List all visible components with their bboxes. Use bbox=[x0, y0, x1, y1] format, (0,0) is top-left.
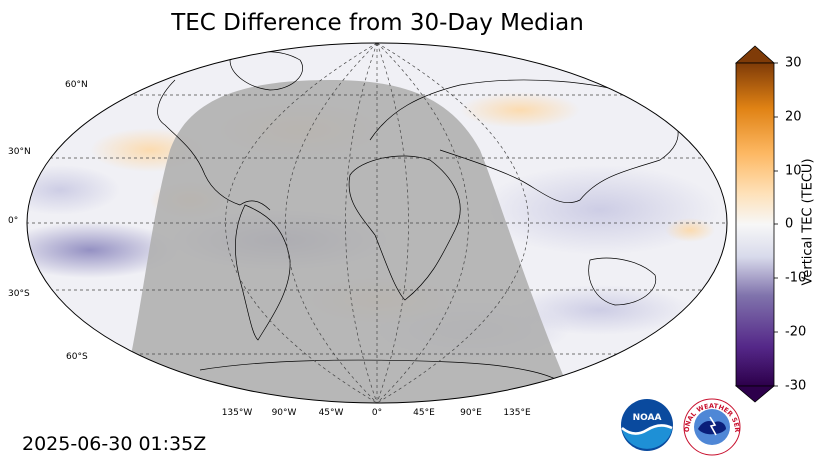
lon-label-45w: 45°W bbox=[318, 408, 344, 418]
colorbar-tick-0: 0 bbox=[785, 216, 794, 232]
lon-label-135w: 135°W bbox=[221, 408, 253, 418]
noaa-logo: NOAA bbox=[621, 399, 673, 451]
lon-label-90w: 90°W bbox=[271, 408, 297, 418]
lon-label-0: 0° bbox=[371, 408, 383, 418]
lat-label-30n: 30°N bbox=[8, 147, 31, 157]
colorbar-body bbox=[735, 62, 775, 387]
colorbar-tick-neg30: -30 bbox=[785, 378, 807, 394]
map-title: TEC Difference from 30-Day Median bbox=[171, 10, 584, 36]
lat-label-60s: 60°S bbox=[66, 352, 88, 362]
colorbar-tick-20: 20 bbox=[785, 109, 802, 125]
nws-logo: NATIONAL WEATHER SERVICE bbox=[682, 397, 741, 456]
colorbar-tick-10: 10 bbox=[785, 163, 802, 179]
timestamp: 2025-06-30 01:35Z bbox=[22, 433, 207, 455]
colorbar-tick-neg20: -20 bbox=[785, 324, 807, 340]
colorbar-tick-30: 30 bbox=[785, 55, 802, 71]
colorbar bbox=[734, 45, 778, 403]
lon-label-135e: 135°E bbox=[503, 408, 531, 418]
colorbar-bottom-arrow bbox=[734, 385, 776, 403]
coastlines bbox=[157, 51, 679, 391]
colorbar-top-arrow bbox=[734, 45, 776, 64]
lon-label-45e: 45°E bbox=[413, 408, 435, 418]
lat-label-60n: 60°N bbox=[65, 80, 88, 90]
night-shade bbox=[120, 80, 575, 403]
map-border bbox=[26, 42, 728, 404]
noaa-logo-text: NOAA bbox=[633, 413, 662, 423]
lat-label-0: 0° bbox=[8, 216, 19, 226]
lon-label-90e: 90°E bbox=[460, 408, 482, 418]
lat-label-30s: 30°S bbox=[8, 289, 30, 299]
colorbar-label: Vertical TEC (TECU) bbox=[800, 158, 816, 286]
colorbar-tick-neg10: -10 bbox=[785, 270, 807, 286]
